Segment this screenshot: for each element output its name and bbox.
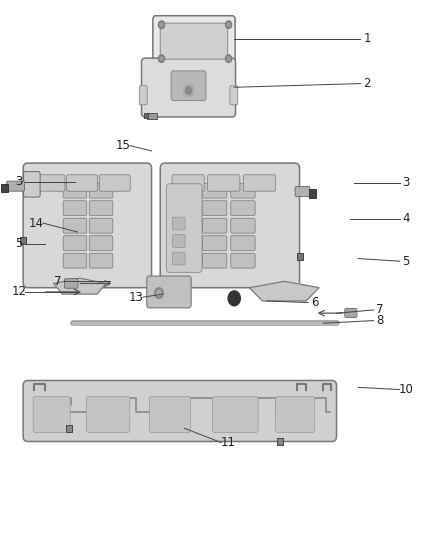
FancyBboxPatch shape [231, 218, 255, 233]
Polygon shape [53, 278, 106, 294]
FancyBboxPatch shape [166, 184, 202, 272]
FancyBboxPatch shape [141, 58, 236, 117]
Text: 3: 3 [403, 176, 410, 189]
FancyBboxPatch shape [202, 253, 227, 268]
FancyBboxPatch shape [345, 309, 357, 317]
FancyBboxPatch shape [160, 163, 300, 288]
Circle shape [159, 55, 165, 62]
FancyBboxPatch shape [202, 218, 227, 233]
Circle shape [185, 87, 191, 94]
Circle shape [157, 290, 161, 296]
Bar [1, 184, 8, 192]
Text: 4: 4 [403, 212, 410, 225]
FancyBboxPatch shape [67, 175, 98, 191]
FancyBboxPatch shape [63, 218, 87, 233]
FancyBboxPatch shape [173, 235, 185, 247]
FancyBboxPatch shape [89, 183, 113, 198]
FancyBboxPatch shape [89, 218, 113, 233]
FancyBboxPatch shape [147, 276, 191, 308]
FancyBboxPatch shape [153, 15, 235, 64]
Text: 8: 8 [376, 314, 384, 327]
Circle shape [226, 21, 232, 28]
FancyBboxPatch shape [64, 279, 78, 288]
Circle shape [227, 56, 230, 61]
FancyBboxPatch shape [63, 253, 87, 268]
Text: 13: 13 [129, 291, 144, 304]
Text: 11: 11 [220, 436, 235, 449]
FancyBboxPatch shape [33, 397, 70, 432]
Text: 2: 2 [363, 77, 371, 90]
Text: 7: 7 [54, 275, 62, 288]
Text: 12: 12 [11, 286, 26, 298]
Text: 3: 3 [15, 175, 22, 188]
FancyBboxPatch shape [202, 183, 227, 198]
FancyBboxPatch shape [99, 175, 130, 191]
FancyBboxPatch shape [231, 236, 255, 251]
Bar [297, 253, 304, 260]
Circle shape [227, 22, 230, 27]
FancyBboxPatch shape [86, 397, 130, 432]
FancyBboxPatch shape [173, 217, 185, 230]
FancyBboxPatch shape [23, 381, 336, 441]
Text: 14: 14 [29, 216, 44, 230]
Text: 6: 6 [311, 296, 318, 309]
Bar [147, 113, 157, 119]
FancyBboxPatch shape [276, 397, 315, 432]
FancyBboxPatch shape [24, 172, 40, 197]
Polygon shape [250, 281, 319, 301]
FancyBboxPatch shape [295, 187, 310, 197]
FancyBboxPatch shape [171, 71, 206, 101]
Text: 5: 5 [15, 237, 22, 250]
FancyBboxPatch shape [231, 201, 255, 216]
FancyBboxPatch shape [212, 397, 258, 432]
Text: 10: 10 [399, 383, 413, 396]
FancyBboxPatch shape [63, 201, 87, 216]
FancyBboxPatch shape [63, 183, 87, 198]
FancyBboxPatch shape [208, 175, 240, 191]
FancyBboxPatch shape [23, 163, 152, 288]
Bar [309, 189, 316, 198]
Bar [20, 237, 26, 244]
Circle shape [160, 22, 163, 27]
Text: 7: 7 [376, 303, 384, 317]
Circle shape [155, 288, 163, 298]
Text: 15: 15 [116, 139, 131, 152]
Circle shape [228, 291, 240, 306]
FancyBboxPatch shape [244, 175, 276, 191]
FancyBboxPatch shape [231, 183, 255, 198]
FancyBboxPatch shape [7, 181, 25, 191]
FancyBboxPatch shape [139, 86, 147, 105]
FancyBboxPatch shape [231, 253, 255, 268]
FancyBboxPatch shape [149, 397, 191, 432]
FancyBboxPatch shape [34, 175, 65, 191]
FancyBboxPatch shape [173, 252, 185, 265]
Text: 1: 1 [363, 32, 371, 45]
Circle shape [159, 21, 165, 28]
FancyBboxPatch shape [89, 201, 113, 216]
Bar [277, 438, 283, 445]
FancyBboxPatch shape [89, 253, 113, 268]
FancyBboxPatch shape [172, 175, 204, 191]
Bar [144, 113, 148, 118]
Text: 5: 5 [403, 255, 410, 268]
Circle shape [226, 55, 232, 62]
FancyBboxPatch shape [202, 236, 227, 251]
FancyBboxPatch shape [63, 236, 87, 251]
Circle shape [184, 84, 194, 97]
FancyBboxPatch shape [202, 201, 227, 216]
FancyBboxPatch shape [230, 86, 238, 105]
FancyBboxPatch shape [89, 236, 113, 251]
FancyBboxPatch shape [160, 23, 228, 59]
Circle shape [160, 56, 163, 61]
Bar [66, 424, 72, 432]
